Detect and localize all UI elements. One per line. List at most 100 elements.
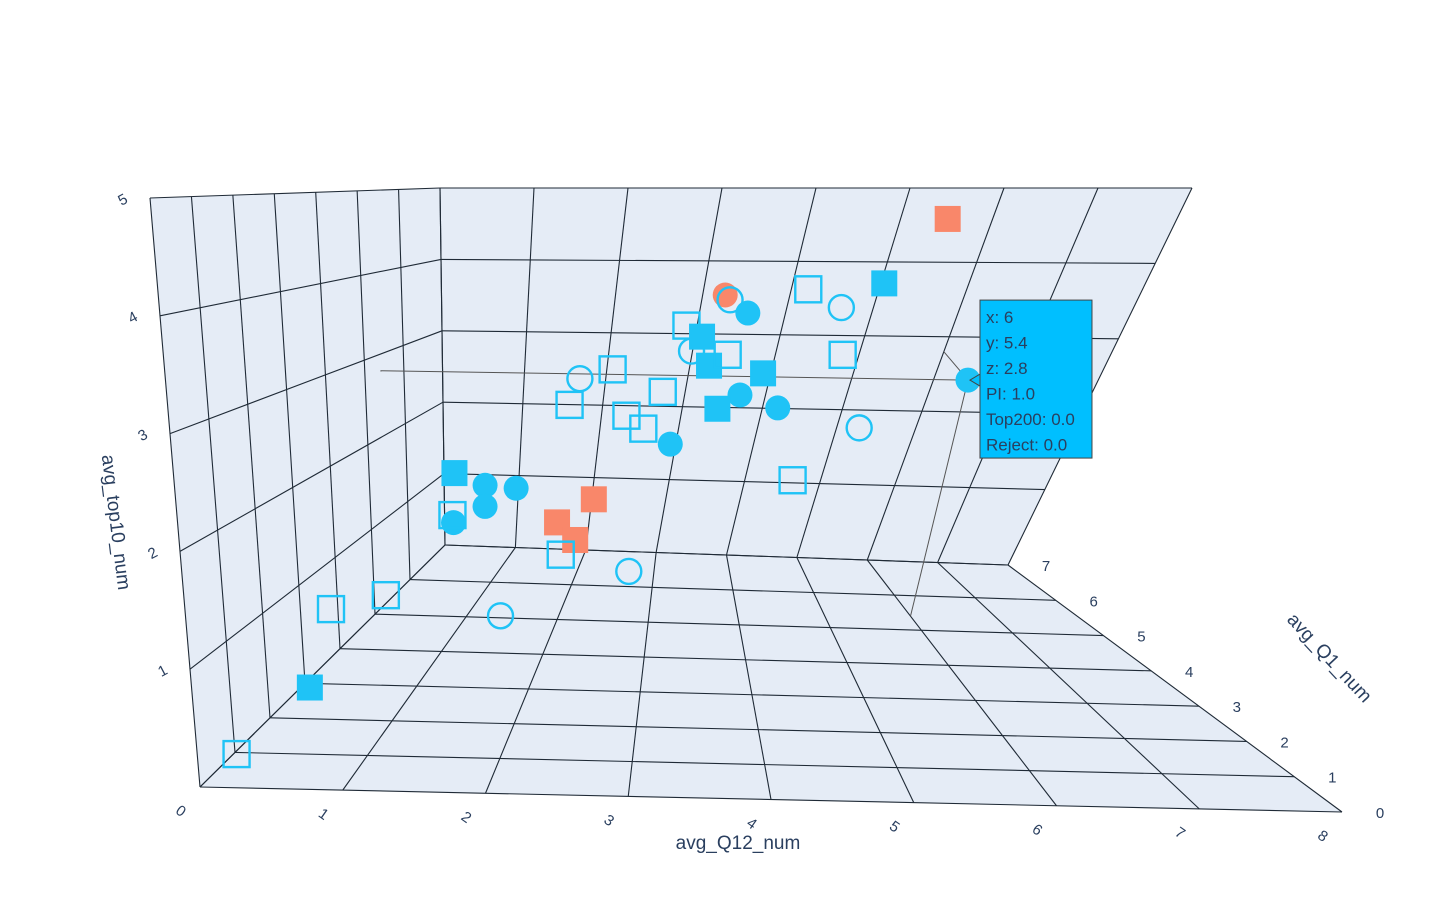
data-point-circle[interactable] bbox=[716, 286, 744, 314]
z-tick-label: 2 bbox=[145, 544, 160, 563]
y-tick-label: 0 bbox=[1376, 805, 1384, 822]
back-gridline-x bbox=[1007, 187, 1193, 566]
data-point-circle[interactable] bbox=[615, 557, 643, 586]
x-tick-label: 6 bbox=[1029, 821, 1046, 840]
tooltip-line: PI: 1.0 bbox=[986, 385, 1035, 404]
data-point-square-reject[interactable] bbox=[934, 205, 961, 232]
x-tick-label: 3 bbox=[601, 811, 618, 830]
data-point-square[interactable] bbox=[371, 580, 401, 610]
tooltip-line: x: 6 bbox=[986, 308, 1013, 327]
data-point-circle[interactable] bbox=[472, 472, 498, 498]
data-point-circle-reject[interactable] bbox=[712, 282, 738, 308]
x-tick-label: 5 bbox=[886, 818, 903, 837]
floor-gridline-x bbox=[627, 552, 657, 797]
data-point-circle[interactable] bbox=[503, 475, 529, 501]
hover-tooltip: x: 6 y: 5.4 z: 2.8 PI: 1.0 Top200: 0.0 Reject… bbox=[969, 299, 1093, 459]
tooltip-line: z: 2.8 bbox=[986, 359, 1028, 378]
x-tick-label: 7 bbox=[1172, 824, 1189, 843]
left-gridline-y bbox=[315, 192, 341, 649]
left-gridline-y bbox=[273, 193, 306, 684]
y-tick-label: 3 bbox=[1233, 699, 1241, 716]
x-tick-label: 4 bbox=[743, 814, 760, 833]
z-tick-label: 1 bbox=[155, 662, 170, 681]
back-wall bbox=[440, 188, 1192, 565]
left-gridline-y bbox=[232, 195, 271, 718]
data-point-square[interactable] bbox=[629, 414, 658, 443]
floor-gridline-x bbox=[342, 547, 516, 791]
back-gridline-z bbox=[440, 258, 1156, 264]
spike-z bbox=[910, 379, 969, 617]
data-point-square[interactable] bbox=[598, 355, 627, 384]
data-point-circle[interactable] bbox=[472, 493, 498, 519]
floor-gridline-y bbox=[269, 717, 1247, 742]
floor-gridline-y bbox=[409, 579, 1056, 601]
data-point-square[interactable] bbox=[648, 377, 677, 407]
data-point-square[interactable] bbox=[794, 275, 823, 304]
data-point-circle[interactable] bbox=[441, 510, 467, 536]
floor-gridline-x bbox=[937, 562, 1200, 810]
tooltip-arrow bbox=[969, 373, 981, 387]
data-point-square[interactable] bbox=[704, 395, 731, 422]
data-point-square[interactable] bbox=[828, 340, 857, 370]
data-point-square[interactable] bbox=[750, 360, 777, 387]
left-gridline-z bbox=[199, 544, 446, 788]
data-point-square[interactable] bbox=[441, 460, 468, 487]
y-tick-label: 4 bbox=[1185, 664, 1193, 681]
data-point-square[interactable] bbox=[713, 340, 742, 369]
left-gridline-z bbox=[159, 258, 442, 317]
y-tick-label: 7 bbox=[1042, 558, 1050, 575]
data-point-circle[interactable] bbox=[765, 395, 791, 421]
data-point-square[interactable] bbox=[222, 739, 251, 769]
floor-gridline-y bbox=[339, 648, 1152, 672]
data-point-circle[interactable] bbox=[727, 382, 753, 408]
floor-gridline-y bbox=[304, 682, 1199, 707]
data-point-square[interactable] bbox=[871, 270, 898, 297]
left-gridline-y bbox=[398, 189, 411, 580]
data-point-square[interactable] bbox=[546, 540, 575, 569]
floor-gridline-x bbox=[796, 557, 915, 803]
y-tick-label: 1 bbox=[1328, 770, 1336, 787]
left-gridline-z bbox=[179, 401, 444, 552]
y-tick-label: 6 bbox=[1090, 593, 1098, 610]
data-point-square-reject[interactable] bbox=[562, 526, 589, 553]
data-point-square-reject[interactable] bbox=[580, 486, 607, 513]
data-point-circle[interactable] bbox=[845, 414, 873, 442]
data-point-square[interactable] bbox=[696, 352, 723, 379]
scene-walls bbox=[150, 188, 1342, 812]
z-tick-label: 5 bbox=[115, 191, 130, 210]
data-point-circle[interactable] bbox=[827, 293, 856, 322]
data-point-square[interactable] bbox=[316, 594, 346, 624]
tooltip-box bbox=[979, 299, 1093, 459]
floor-wall bbox=[200, 545, 1342, 812]
data-point-circle[interactable] bbox=[735, 300, 761, 326]
data-point-square[interactable] bbox=[438, 500, 467, 530]
y-tick-label: 5 bbox=[1137, 629, 1145, 646]
floor-gridline-x bbox=[866, 559, 1057, 807]
data-point-circle[interactable] bbox=[486, 602, 515, 630]
floor-gridline-x bbox=[484, 549, 587, 794]
x-tick-label: 1 bbox=[315, 805, 332, 824]
data-point-square[interactable] bbox=[689, 323, 716, 350]
floor-gridline-y bbox=[199, 786, 1343, 813]
back-gridline-z bbox=[443, 473, 1045, 491]
floor-gridline-y bbox=[374, 613, 1104, 637]
data-point-square[interactable] bbox=[555, 390, 584, 420]
data-point-square[interactable] bbox=[296, 674, 323, 701]
back-gridline-z bbox=[444, 544, 1009, 566]
data-point-circle[interactable] bbox=[955, 367, 981, 393]
floor-gridline-x bbox=[1007, 564, 1343, 813]
z-tick-label: 4 bbox=[125, 308, 140, 327]
left-gridline-z bbox=[189, 473, 445, 670]
x-tick-label: 0 bbox=[172, 802, 189, 821]
data-point-circle[interactable] bbox=[657, 431, 683, 457]
floor-gridline-x bbox=[725, 554, 772, 800]
left-gridline-y bbox=[190, 196, 236, 753]
y-axis-title: avg_Q1_num bbox=[1282, 609, 1375, 707]
spike-x bbox=[380, 370, 968, 381]
tooltip-line: Top200: 0.0 bbox=[986, 410, 1075, 429]
x-tick-label: 8 bbox=[1314, 827, 1331, 846]
z-axis-title: avg_top10_num bbox=[97, 453, 134, 591]
data-point-square[interactable] bbox=[778, 466, 807, 495]
left-gridline-y bbox=[149, 197, 201, 788]
